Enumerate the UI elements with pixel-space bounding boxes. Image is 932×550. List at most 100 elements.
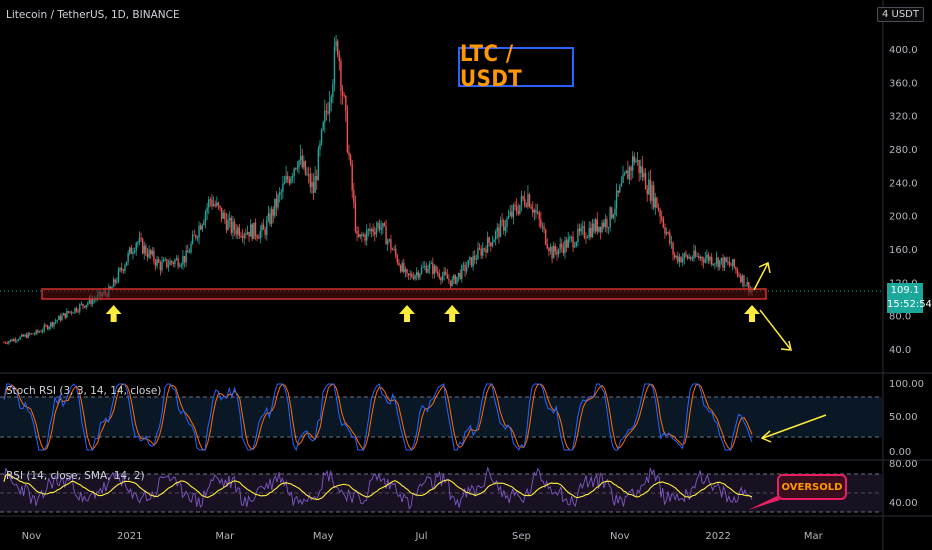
candle-body (615, 190, 618, 209)
candle-body (330, 97, 332, 103)
candle-body (514, 205, 516, 206)
candle-body (522, 196, 524, 200)
candle-body (506, 218, 508, 227)
candle-body (664, 227, 666, 234)
candle-body (717, 257, 719, 268)
candle-body (58, 316, 60, 321)
candle-body (204, 212, 207, 222)
candle-body (245, 234, 247, 235)
candle-body (46, 325, 49, 330)
candle-body (256, 235, 258, 238)
candle-body (609, 207, 611, 228)
candle-body (462, 264, 465, 266)
candle-body (267, 213, 270, 221)
stoch-rsi-legend[interactable]: Stoch RSI (3, 3, 14, 14, close) (6, 385, 162, 397)
bar-countdown: 15:52:54 (887, 299, 932, 310)
candle-body (61, 315, 63, 321)
candle-body (691, 258, 694, 260)
candle-body (111, 287, 113, 289)
candle-body (230, 217, 233, 233)
candle-body (51, 322, 54, 327)
stoch-axis-0: 0.00 (889, 447, 911, 458)
candle-body (332, 83, 334, 98)
price-tick-label: 80.0 (889, 312, 911, 323)
candle-body (722, 257, 724, 268)
candle-body (662, 218, 665, 228)
candle-body (33, 333, 36, 335)
candle-body (359, 234, 361, 237)
rsi-axis-40: 40.00 (889, 498, 918, 509)
candle-body (727, 261, 729, 263)
candle-body (287, 176, 289, 180)
candle-body (395, 248, 397, 256)
candle-body (652, 185, 655, 208)
candle-body (625, 170, 627, 174)
oversold-callout[interactable]: OVERSOLD (777, 474, 847, 500)
candle-body (419, 273, 421, 278)
candle-body (56, 320, 58, 322)
candle-body (237, 227, 239, 235)
candle-body (272, 208, 274, 216)
candle-body (280, 191, 282, 193)
candle-body (477, 248, 479, 260)
currency-button[interactable]: 4 USDT (876, 7, 924, 22)
candle-body (348, 152, 350, 156)
candle-body (707, 254, 710, 261)
candle-body (217, 202, 220, 206)
candle-body (710, 257, 713, 265)
candle-body (627, 170, 629, 180)
candle-body (456, 276, 458, 284)
stoch-d-line (3, 383, 753, 451)
candle-body (228, 217, 231, 221)
support-zone[interactable] (41, 288, 767, 300)
candle-body (583, 226, 586, 238)
candle-body (567, 238, 569, 248)
candle-body (37, 330, 39, 333)
candle-body (193, 234, 195, 236)
candle-body (465, 267, 468, 272)
candle-body (467, 260, 469, 268)
candle-body (485, 249, 487, 253)
candle-body (327, 111, 329, 114)
candle-body (91, 299, 94, 305)
candle-body (175, 258, 178, 261)
candle-body (407, 273, 410, 276)
candle-body (601, 222, 603, 233)
candlestick-series (3, 35, 753, 345)
rsi-legend[interactable]: RSI (14, close, SMA, 14, 2) (6, 470, 145, 482)
candle-body (146, 253, 149, 258)
candle-body (3, 342, 5, 344)
candle-body (669, 232, 671, 244)
candle-body (336, 41, 339, 55)
time-tick-label: Nov (22, 531, 42, 542)
candle-body (659, 209, 661, 217)
candle-body (657, 207, 660, 210)
candle-body (469, 257, 471, 261)
candle-body (520, 196, 523, 206)
candle-body (14, 339, 16, 342)
candle-body (125, 261, 128, 266)
candle-body (219, 205, 221, 208)
candle-body (602, 222, 605, 227)
candle-body (528, 194, 531, 207)
candle-body (525, 205, 528, 207)
candle-body (185, 250, 187, 263)
candle-body (311, 181, 313, 188)
candle-body (535, 210, 537, 213)
candle-body (588, 227, 590, 238)
candle-body (122, 269, 124, 271)
candle-body (354, 202, 357, 232)
candle-body (704, 258, 706, 263)
candle-body (159, 262, 162, 271)
candle-body (590, 227, 592, 238)
candle-body (406, 269, 408, 274)
symbol-title[interactable]: Litecoin / TetherUS, 1D, BINANCE (6, 9, 180, 21)
candle-body (11, 339, 13, 342)
annotation-title-box[interactable]: LTC / USDT (458, 42, 574, 92)
candle-body (211, 199, 213, 207)
candle-body (54, 321, 57, 323)
candle-body (630, 167, 632, 171)
candle-body (353, 190, 355, 203)
candle-body (607, 227, 610, 229)
